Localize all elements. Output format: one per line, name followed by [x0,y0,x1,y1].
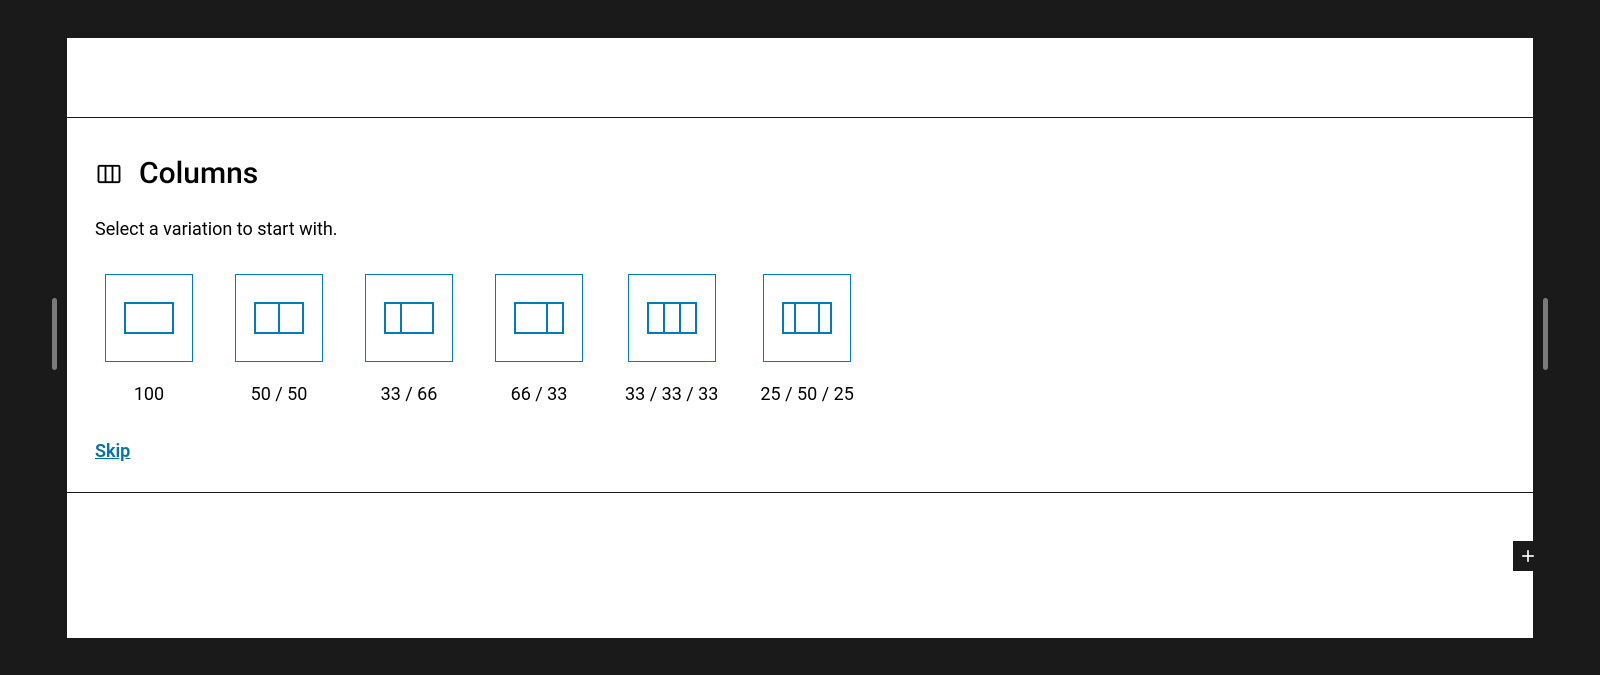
editor-content-region [67,493,1533,638]
variation-option[interactable]: 100 [105,274,193,405]
variations-list: 100 50 / 50 33 / 66 66 / 33 33 / 33 / 33 25 /… [105,274,1505,405]
resize-handle-left[interactable] [52,298,57,370]
variation-icon-box [495,274,583,362]
variation-label: 25 / 50 / 25 [760,384,853,405]
columns-icon [95,160,123,188]
variation-label: 33 / 66 [381,384,438,405]
placeholder-header: Columns [95,156,1505,191]
resize-handle-right[interactable] [1543,298,1548,370]
variation-option[interactable]: 33 / 33 / 33 [625,274,718,405]
variation-label: 33 / 33 / 33 [625,384,718,405]
variation-icon-box [235,274,323,362]
plus-icon [1518,546,1538,566]
columns-layout-icon [253,301,305,335]
placeholder-instructions: Select a variation to start with. [95,219,1505,240]
variation-option[interactable]: 66 / 33 [495,274,583,405]
variation-label: 50 / 50 [251,384,308,405]
variation-option[interactable]: 25 / 50 / 25 [760,274,853,405]
add-block-button[interactable] [1513,541,1543,571]
columns-layout-icon [781,301,833,335]
variation-icon-box [365,274,453,362]
variation-label: 100 [134,384,164,405]
columns-layout-icon [513,301,565,335]
variation-label: 66 / 33 [511,384,568,405]
editor-header-region [67,38,1533,118]
placeholder-title: Columns [139,156,258,191]
columns-placeholder: Columns Select a variation to start with… [67,118,1533,493]
variation-icon-box [628,274,716,362]
editor-canvas: Columns Select a variation to start with… [67,38,1533,638]
variation-option[interactable]: 33 / 66 [365,274,453,405]
variation-icon-box [763,274,851,362]
variation-icon-box [105,274,193,362]
columns-layout-icon [123,301,175,335]
columns-layout-icon [383,301,435,335]
variation-option[interactable]: 50 / 50 [235,274,323,405]
skip-button[interactable]: Skip [95,441,130,462]
columns-layout-icon [646,301,698,335]
